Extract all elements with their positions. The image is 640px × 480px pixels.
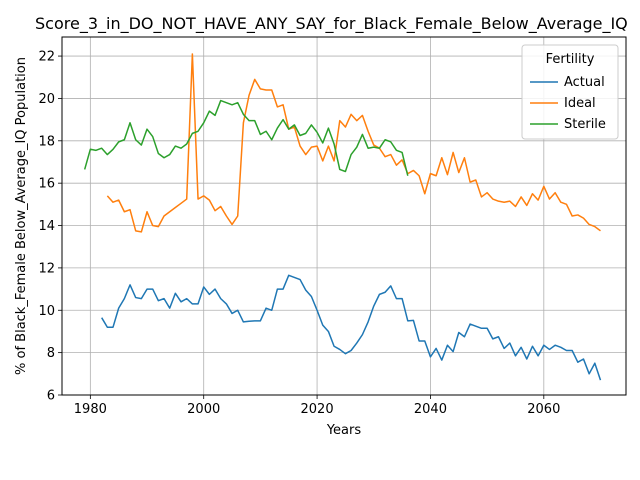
x-tick-label: 2060 [527, 402, 560, 417]
y-tick-label: 22 [38, 50, 55, 65]
series-line-actual [101, 274, 602, 381]
legend-items: Actual Ideal Sterile [530, 75, 606, 132]
y-tick-label: 6 [47, 389, 55, 404]
y-tick-label: 14 [38, 219, 55, 234]
y-tick-label: 16 [38, 177, 55, 192]
x-tick-label: 1980 [74, 402, 107, 417]
x-tick-label: 2000 [187, 402, 220, 417]
y-tick-label: 18 [38, 134, 55, 149]
y-tick-label: 8 [47, 346, 55, 361]
legend-label-ideal: Ideal [564, 96, 596, 111]
x-axis-ticks: 1980 2000 2020 2040 2060 [74, 395, 560, 417]
legend-label-actual: Actual [564, 75, 605, 90]
series-layer [83, 53, 602, 381]
legend-box [521, 44, 619, 140]
legend-title: Fertility [546, 52, 595, 67]
y-axis-ticks: 6 8 10 12 14 16 18 20 22 [38, 50, 62, 404]
legend: Fertility Actual Ideal Sterile [521, 44, 619, 140]
series-line-ideal [106, 53, 601, 233]
x-tick-label: 2040 [414, 402, 447, 417]
x-axis-label: Years [326, 423, 362, 438]
y-tick-label: 10 [38, 304, 55, 319]
legend-label-sterile: Sterile [564, 117, 606, 132]
y-tick-label: 20 [38, 92, 55, 107]
x-tick-label: 2020 [301, 402, 334, 417]
y-tick-label: 12 [38, 261, 55, 276]
grid-lines [62, 37, 626, 396]
y-axis-label: % of Black_Female Below_Average_IQ Popul… [14, 57, 29, 375]
chart-title: Score_3_in_DO_NOT_HAVE_ANY_SAY_for_Black… [35, 14, 628, 34]
series-line-sterile [83, 99, 409, 176]
plot-area-frame [61, 36, 627, 396]
